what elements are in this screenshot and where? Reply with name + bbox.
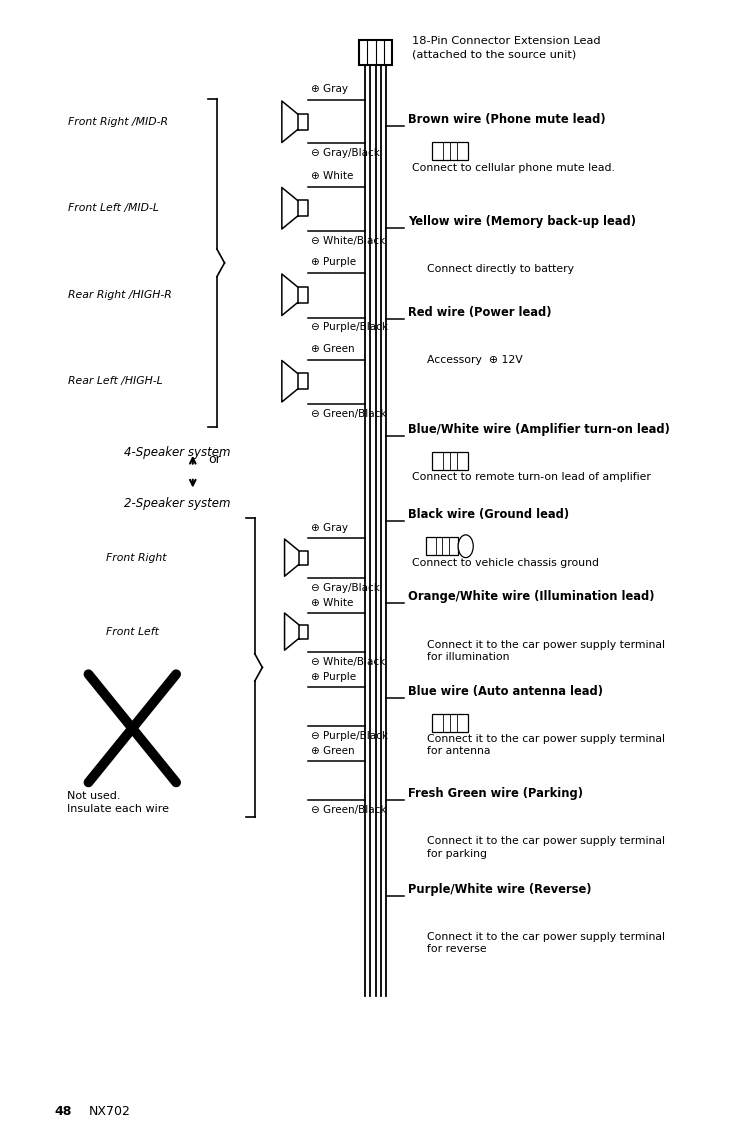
- Text: Orange/White wire (Illumination lead): Orange/White wire (Illumination lead): [408, 591, 655, 603]
- Text: ⊖ Gray/Black: ⊖ Gray/Black: [311, 583, 380, 593]
- Text: 2-Speaker system: 2-Speaker system: [125, 497, 231, 510]
- Text: Front Left /MID-L: Front Left /MID-L: [68, 204, 159, 213]
- Text: Red wire (Power lead): Red wire (Power lead): [408, 306, 552, 319]
- Text: ⊖ Green/Black: ⊖ Green/Black: [311, 805, 387, 815]
- Bar: [426, 537, 458, 555]
- Bar: [432, 142, 468, 160]
- Text: 48: 48: [54, 1105, 72, 1119]
- Text: Connect to vehicle chassis ground: Connect to vehicle chassis ground: [412, 558, 599, 568]
- Text: ⊕ Purple: ⊕ Purple: [311, 671, 357, 682]
- Bar: [432, 714, 468, 732]
- Text: Purple/White wire (Reverse): Purple/White wire (Reverse): [408, 883, 592, 896]
- Text: 4-Speaker system: 4-Speaker system: [125, 446, 231, 459]
- Text: Front Right: Front Right: [106, 553, 166, 562]
- Text: Rear Right /HIGH-R: Rear Right /HIGH-R: [68, 290, 172, 299]
- Text: Blue/White wire (Amplifier turn-on lead): Blue/White wire (Amplifier turn-on lead): [408, 423, 670, 436]
- Text: Front Left: Front Left: [106, 627, 159, 636]
- Text: Connect to cellular phone mute lead.: Connect to cellular phone mute lead.: [412, 163, 615, 173]
- Text: Yellow wire (Memory back-up lead): Yellow wire (Memory back-up lead): [408, 215, 637, 228]
- Text: Not used.
Insulate each wire: Not used. Insulate each wire: [67, 791, 169, 814]
- Text: Front Right /MID-R: Front Right /MID-R: [68, 117, 168, 126]
- Text: Brown wire (Phone mute lead): Brown wire (Phone mute lead): [408, 114, 606, 126]
- Text: ⊕ White: ⊕ White: [311, 171, 354, 181]
- Text: NX702: NX702: [89, 1105, 131, 1119]
- Text: ⊖ Gray/Black: ⊖ Gray/Black: [311, 148, 380, 158]
- Circle shape: [458, 535, 473, 558]
- Text: ⊖ Purple/Black: ⊖ Purple/Black: [311, 322, 389, 332]
- Text: Blue wire (Auto antenna lead): Blue wire (Auto antenna lead): [408, 685, 603, 698]
- Text: ⊕ Green: ⊕ Green: [311, 745, 355, 756]
- Text: ⊖ Green/Black: ⊖ Green/Black: [311, 409, 387, 419]
- Text: English: English: [9, 541, 23, 597]
- Text: or: or: [208, 453, 221, 467]
- Bar: [432, 452, 468, 470]
- Text: Connect it to the car power supply terminal
for illumination: Connect it to the car power supply termi…: [427, 640, 665, 662]
- Text: ⊖ White/Black: ⊖ White/Black: [311, 236, 386, 246]
- Bar: [359, 40, 392, 65]
- Text: ⊖ White/Black: ⊖ White/Black: [311, 657, 386, 667]
- Text: Black wire (Ground lead): Black wire (Ground lead): [408, 509, 569, 521]
- Text: Connect it to the car power supply terminal
for reverse: Connect it to the car power supply termi…: [427, 932, 665, 955]
- Text: Fresh Green wire (Parking): Fresh Green wire (Parking): [408, 787, 583, 800]
- Text: Connect it to the car power supply terminal
for antenna: Connect it to the car power supply termi…: [427, 734, 665, 757]
- Text: ⊕ White: ⊕ White: [311, 597, 354, 608]
- Text: 18-Pin Connector Extension Lead
(attached to the source unit): 18-Pin Connector Extension Lead (attache…: [412, 36, 601, 59]
- Text: ⊖ Purple/Black: ⊖ Purple/Black: [311, 731, 389, 741]
- Text: Accessory  ⊕ 12V: Accessory ⊕ 12V: [427, 355, 523, 365]
- Text: ⊕ Green: ⊕ Green: [311, 344, 355, 354]
- Text: ⊕ Purple: ⊕ Purple: [311, 257, 357, 267]
- Text: ⊕ Gray: ⊕ Gray: [311, 84, 349, 94]
- Text: Connect to remote turn-on lead of amplifier: Connect to remote turn-on lead of amplif…: [412, 472, 651, 483]
- Text: Rear Left /HIGH-L: Rear Left /HIGH-L: [68, 377, 163, 386]
- Text: Connect directly to battery: Connect directly to battery: [427, 264, 574, 274]
- Text: Connect it to the car power supply terminal
for parking: Connect it to the car power supply termi…: [427, 836, 665, 859]
- Text: ⊕ Gray: ⊕ Gray: [311, 522, 349, 533]
